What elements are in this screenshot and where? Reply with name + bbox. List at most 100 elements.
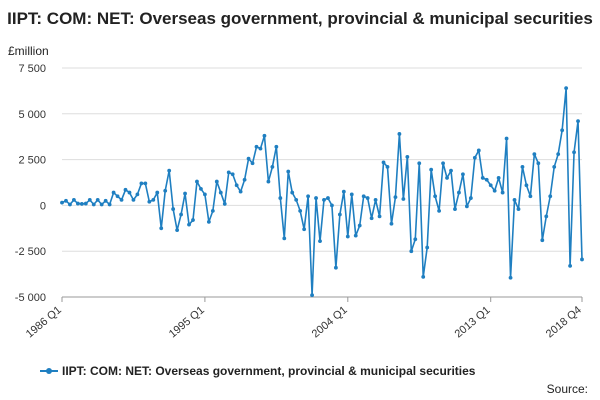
data-point: [453, 207, 457, 211]
data-point: [318, 239, 322, 244]
data-point: [413, 237, 418, 242]
data-point: [341, 189, 346, 194]
data-point: [123, 187, 128, 192]
data-point: [278, 196, 283, 200]
data-point: [91, 202, 96, 207]
data-point: [163, 188, 168, 193]
data-point: [476, 148, 481, 153]
data-point: [314, 196, 318, 200]
data-point: [544, 214, 549, 219]
data-point: [127, 190, 132, 195]
data-point: [270, 165, 275, 169]
data-point: [147, 199, 152, 204]
series-line: [61, 87, 583, 296]
data-point: [361, 194, 366, 199]
data-point: [191, 218, 195, 222]
data-point: [195, 179, 199, 184]
data-point: [393, 195, 398, 200]
data-point: [242, 177, 247, 182]
data-point: [349, 192, 354, 197]
y-axis-unit-label: £million: [8, 44, 49, 58]
data-point: [203, 192, 207, 197]
data-point: [472, 155, 477, 160]
data-point: [397, 132, 402, 136]
data-point: [282, 236, 287, 241]
data-point: [580, 257, 584, 262]
data-point: [167, 168, 172, 173]
data-point: [512, 198, 517, 202]
legend[interactable]: IIPT: COM: NET: Overseas government, pro…: [40, 364, 475, 378]
data-point: [560, 128, 565, 133]
data-point: [449, 168, 453, 173]
data-point: [139, 181, 144, 186]
data-point: [68, 202, 72, 207]
data-point: [441, 161, 445, 166]
data-point: [294, 198, 299, 202]
data-point: [524, 183, 529, 188]
data-point: [425, 245, 430, 250]
data-point: [286, 169, 291, 174]
data-point: [214, 179, 219, 184]
data-point: [337, 212, 342, 217]
data-point: [421, 274, 426, 279]
data-point: [353, 233, 358, 238]
data-point: [417, 161, 422, 166]
data-point: [536, 161, 541, 166]
data-point: [492, 188, 497, 193]
data-point: [95, 198, 100, 202]
data-point: [429, 167, 434, 172]
data-point: [532, 152, 537, 157]
data-point: [433, 194, 438, 199]
data-point: [401, 197, 406, 201]
data-point: [556, 152, 561, 157]
data-point: [330, 203, 334, 208]
data-point: [520, 165, 525, 169]
data-point: [274, 144, 279, 149]
data-point: [445, 176, 449, 180]
x-tick-label: 1995 Q1: [167, 304, 207, 340]
data-point: [187, 222, 191, 227]
data-point: [345, 234, 350, 239]
data-point: [385, 165, 390, 169]
data-point: [171, 207, 176, 211]
data-point: [87, 198, 92, 202]
y-tick-label: 0: [40, 200, 46, 212]
data-point: [504, 136, 509, 141]
y-tick-label: -2 500: [15, 246, 46, 258]
data-point: [83, 201, 88, 206]
data-point: [135, 192, 140, 197]
data-point: [266, 179, 271, 184]
data-point: [262, 133, 267, 138]
data-point: [64, 198, 68, 203]
x-tick-label: 2004 Q1: [310, 304, 350, 340]
data-point: [226, 170, 231, 175]
data-point: [552, 165, 557, 169]
data-point: [484, 177, 489, 182]
x-tick-label: 2013 Q1: [453, 304, 493, 340]
data-point: [254, 144, 259, 149]
data-point: [238, 189, 243, 194]
data-point: [218, 190, 223, 195]
data-point: [310, 293, 314, 298]
data-point: [179, 212, 183, 217]
data-point: [381, 160, 386, 165]
data-point: [175, 228, 180, 233]
data-point: [210, 208, 215, 213]
data-point: [60, 200, 64, 205]
data-point: [230, 172, 235, 177]
data-point: [155, 190, 160, 195]
data-point: [468, 196, 473, 200]
data-point: [298, 208, 303, 213]
x-tick-label: 1986 Q1: [24, 304, 64, 340]
data-point: [516, 207, 521, 211]
data-point: [183, 191, 187, 196]
data-point: [103, 198, 108, 203]
data-point: [111, 190, 116, 195]
data-point: [572, 150, 576, 155]
data-point: [488, 183, 493, 188]
data-point: [151, 198, 156, 202]
data-point: [405, 154, 410, 159]
data-point: [107, 202, 112, 207]
data-point: [206, 219, 211, 224]
y-tick-label: 5 000: [18, 109, 46, 121]
